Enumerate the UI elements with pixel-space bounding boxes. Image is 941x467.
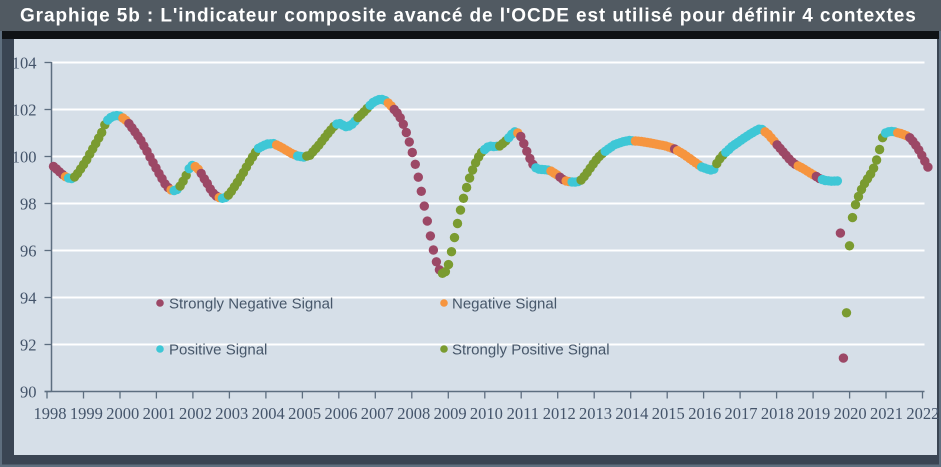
svg-text:2017: 2017 — [725, 404, 758, 423]
svg-text:2008: 2008 — [397, 404, 430, 423]
svg-text:2002: 2002 — [179, 404, 212, 423]
svg-text:Strongly Negative Signal: Strongly Negative Signal — [169, 296, 333, 313]
svg-text:2000: 2000 — [106, 404, 139, 423]
svg-text:2012: 2012 — [543, 404, 576, 423]
svg-text:Graphiqe 5b : L'indicateur com: Graphiqe 5b : L'indicateur composite ava… — [20, 6, 917, 27]
svg-text:Strongly Positive Signal: Strongly Positive Signal — [452, 342, 610, 359]
svg-text:2001: 2001 — [143, 404, 176, 423]
svg-text:2022: 2022 — [906, 404, 939, 423]
svg-text:2019: 2019 — [797, 404, 830, 423]
svg-text:1998: 1998 — [34, 404, 67, 423]
svg-text:90: 90 — [20, 383, 37, 402]
svg-text:Positive Signal: Positive Signal — [169, 342, 267, 359]
svg-text:2003: 2003 — [215, 404, 248, 423]
svg-text:92: 92 — [20, 336, 37, 355]
svg-text:2011: 2011 — [507, 404, 539, 423]
svg-text:Negative Signal: Negative Signal — [452, 296, 557, 313]
svg-text:2016: 2016 — [688, 404, 721, 423]
svg-text:100: 100 — [12, 148, 37, 167]
svg-text:94: 94 — [20, 289, 37, 308]
svg-text:2021: 2021 — [870, 404, 903, 423]
svg-text:96: 96 — [20, 242, 37, 261]
svg-text:98: 98 — [20, 195, 37, 214]
svg-text:2004: 2004 — [252, 404, 285, 423]
svg-text:2007: 2007 — [361, 404, 394, 423]
svg-text:2005: 2005 — [288, 404, 321, 423]
svg-text:1999: 1999 — [70, 404, 103, 423]
svg-text:2015: 2015 — [652, 404, 685, 423]
svg-text:102: 102 — [12, 101, 37, 120]
svg-text:2009: 2009 — [434, 404, 467, 423]
svg-text:104: 104 — [12, 54, 37, 73]
svg-text:2014: 2014 — [615, 404, 648, 423]
svg-text:2006: 2006 — [325, 404, 358, 423]
svg-text:2010: 2010 — [470, 404, 503, 423]
svg-text:2018: 2018 — [761, 404, 794, 423]
svg-text:2020: 2020 — [834, 404, 867, 423]
svg-text:2013: 2013 — [579, 404, 612, 423]
